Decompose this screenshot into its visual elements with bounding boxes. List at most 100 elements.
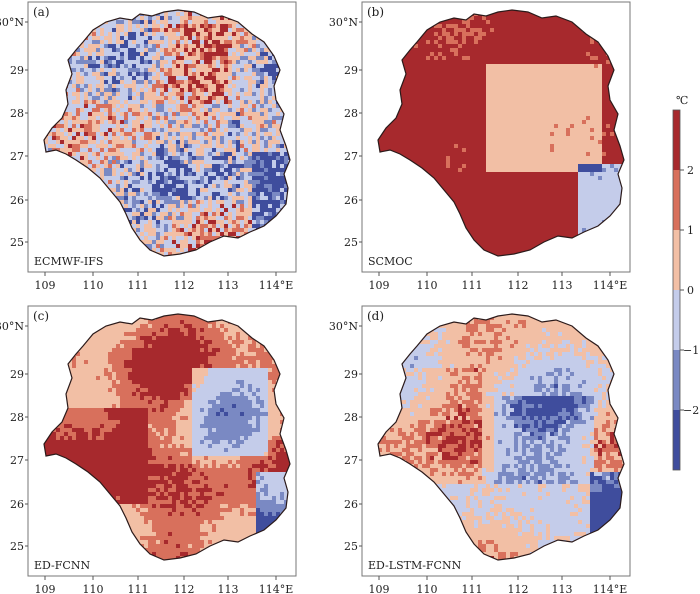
grid-cell — [168, 32, 173, 37]
grid-cell — [248, 204, 253, 209]
grid-cell — [140, 252, 145, 256]
grid-cell — [172, 236, 177, 241]
grid-cell — [418, 56, 423, 61]
grid-cell — [56, 64, 61, 69]
grid-cell — [236, 240, 241, 245]
grid-cell — [128, 144, 133, 149]
grid-cell — [196, 180, 201, 185]
grid-cell — [68, 84, 73, 89]
grid-cell — [124, 236, 129, 241]
grid-cell — [244, 240, 249, 245]
grid-cell — [228, 104, 233, 109]
grid-cell — [216, 28, 221, 33]
grid-cell — [112, 72, 117, 77]
grid-cell — [610, 40, 615, 45]
grid-cell — [100, 192, 105, 197]
grid-cell — [212, 32, 217, 37]
grid-cell — [152, 20, 157, 25]
grid-cell — [100, 212, 105, 217]
grid-cell — [276, 228, 281, 233]
grid-cell — [100, 88, 105, 93]
grid-cell — [284, 32, 289, 37]
grid-cell — [414, 56, 419, 61]
grid-cell — [288, 208, 290, 213]
grid-cell — [454, 44, 459, 49]
grid-cell — [192, 28, 197, 33]
grid-cell — [112, 164, 117, 169]
lon-tick-label: 109 — [35, 279, 56, 292]
grid-cell — [76, 140, 81, 145]
grid-cell — [176, 120, 181, 125]
grid-cell — [168, 160, 173, 165]
grid-cell — [216, 72, 221, 77]
grid-cell — [434, 36, 439, 41]
grid-cell — [92, 20, 97, 25]
grid-cell — [240, 36, 245, 41]
grid-cell — [252, 40, 257, 45]
grid-cell — [204, 16, 209, 21]
grid-cell — [100, 76, 105, 81]
grid-cell — [272, 200, 277, 205]
grid-cell — [52, 104, 57, 109]
grid-cell — [248, 56, 253, 61]
grid-cell — [176, 12, 181, 17]
grid-cell — [152, 48, 157, 53]
grid-cell — [88, 60, 93, 65]
grid-cell — [276, 96, 281, 101]
grid-cell — [136, 180, 141, 185]
grid-cell — [44, 88, 49, 93]
grid-cell — [140, 40, 145, 45]
grid-cell — [622, 20, 624, 25]
grid-cell — [56, 212, 61, 217]
grid-cell — [268, 104, 273, 109]
grid-cell — [132, 68, 137, 73]
grid-cell — [192, 140, 197, 145]
grid-cell — [48, 204, 53, 209]
grid-cell — [180, 132, 185, 137]
grid-cell — [124, 252, 129, 256]
grid-cell — [256, 156, 261, 161]
grid-cell — [450, 20, 455, 25]
grid-cell — [220, 100, 225, 105]
grid-cell — [180, 100, 185, 105]
grid-cell — [152, 168, 157, 173]
grid-cell — [378, 24, 383, 29]
grid-cell — [164, 140, 169, 145]
grid-cell — [466, 56, 471, 61]
grid-cell — [88, 236, 93, 241]
grid-cell — [378, 44, 379, 49]
grid-cell — [236, 28, 241, 33]
grid-cell — [92, 36, 97, 41]
grid-cell — [232, 48, 237, 53]
grid-cell — [570, 56, 575, 61]
grid-cell — [200, 260, 204, 264]
grid-cell — [622, 28, 624, 33]
grid-cell — [44, 144, 45, 149]
grid-cell — [522, 24, 527, 29]
grid-cell — [108, 96, 113, 101]
grid-cell — [120, 188, 125, 193]
grid-cell — [72, 124, 77, 129]
grid-cell — [200, 10, 205, 13]
grid-cell — [248, 168, 253, 173]
grid-cell — [288, 252, 290, 256]
grid-cell — [204, 176, 209, 181]
grid-cell — [248, 44, 253, 49]
grid-cell — [264, 204, 269, 209]
grid-cell — [208, 212, 213, 217]
grid-cell — [212, 176, 217, 181]
grid-cell — [434, 24, 439, 29]
grid-cell — [418, 60, 423, 65]
grid-cell — [164, 208, 169, 213]
grid-cell — [268, 52, 273, 57]
grid-cell — [610, 20, 615, 25]
grid-cell — [212, 20, 217, 25]
grid-cell — [602, 12, 607, 17]
grid-cell — [530, 10, 535, 13]
grid-cell — [502, 20, 507, 25]
grid-cell — [252, 92, 257, 97]
grid-cell — [442, 12, 447, 17]
grid-cell — [422, 20, 427, 25]
grid-cell — [398, 20, 403, 25]
grid-cell — [44, 164, 49, 169]
